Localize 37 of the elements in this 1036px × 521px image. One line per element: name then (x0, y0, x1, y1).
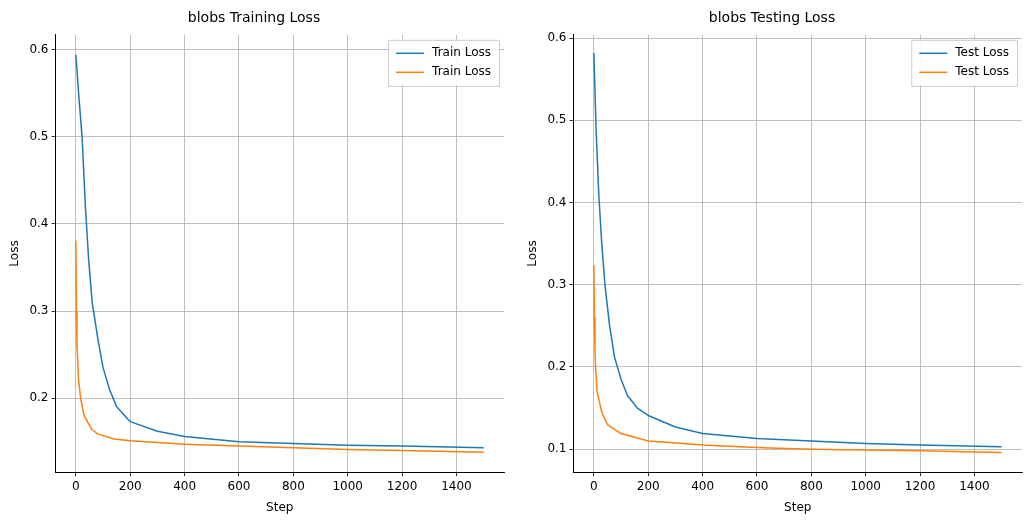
x-tick-label: 600 (745, 478, 769, 493)
y-tick-label: 0.6 (29, 41, 49, 56)
legend-label: Test Loss (954, 45, 1009, 60)
x-tick-label: 200 (636, 478, 660, 493)
y-axis-title: Loss (525, 240, 540, 267)
x-tick-label: 0 (72, 478, 80, 493)
x-tick-label: 400 (691, 478, 715, 493)
x-tick-label: 600 (227, 478, 251, 493)
y-tick-label: 0.3 (29, 303, 49, 318)
x-tick-label: 1400 (959, 478, 990, 493)
x-tick-label: 200 (118, 478, 142, 493)
y-tick-label: 0.5 (29, 128, 49, 143)
legend-label: Train Loss (431, 45, 492, 60)
y-axis-title: Loss (7, 240, 22, 267)
y-tick-label: 0.6 (547, 30, 567, 45)
chart-title: blobs Training Loss (187, 9, 321, 26)
x-tick-label: 1200 (386, 478, 418, 493)
x-tick-label: 800 (799, 478, 823, 493)
y-tick-label: 0.3 (547, 276, 567, 291)
y-tick-label: 0.4 (29, 216, 49, 230)
x-tick-label: 0 (590, 478, 598, 493)
y-tick-label: 0.1 (547, 441, 567, 456)
chart-title: blobs Testing Loss (708, 9, 836, 26)
x-tick-label: 1000 (850, 478, 881, 493)
legend-label: Train Loss (431, 64, 492, 79)
x-tick-label: 1400 (441, 478, 472, 493)
y-tick-label: 0.5 (547, 112, 567, 127)
y-tick-label: 0.2 (547, 359, 567, 374)
x-tick-label: 1200 (904, 478, 936, 493)
y-tick-label: 0.2 (29, 390, 49, 405)
x-axis-title: Step (784, 499, 812, 514)
x-tick-label: 1000 (332, 478, 363, 493)
legend-label: Test Loss (954, 64, 1009, 79)
x-tick-label: 400 (173, 478, 197, 493)
x-tick-label: 800 (281, 478, 305, 493)
x-axis-title: Step (266, 499, 294, 514)
y-tick-label: 0.4 (547, 194, 567, 209)
